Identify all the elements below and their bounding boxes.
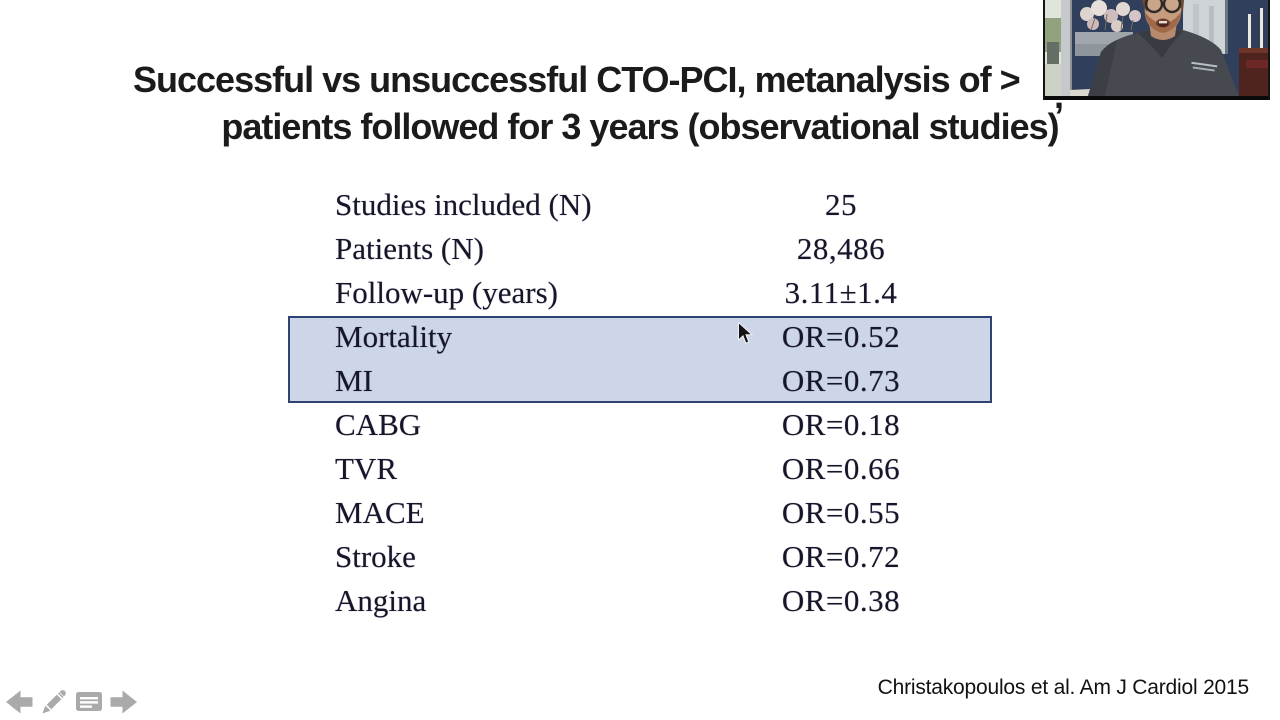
row-value: 25 bbox=[825, 187, 857, 222]
table-row: MACE OR=0.55 bbox=[335, 491, 995, 535]
highlight-box bbox=[288, 316, 992, 403]
row-label: MI bbox=[335, 363, 373, 398]
table-row-highlighted: Mortality OR=0.52 bbox=[335, 315, 995, 359]
row-label: Angina bbox=[335, 583, 427, 618]
row-label: Patients (N) bbox=[335, 231, 484, 266]
row-label: CABG bbox=[335, 407, 422, 442]
results-table: Studies included (N) 25 Patients (N) 28,48… bbox=[335, 183, 995, 623]
row-value: OR=0.38 bbox=[781, 583, 901, 618]
citation-text: Christakopoulos et al. Am J Cardiol 2015 bbox=[877, 676, 1250, 699]
table-row: Stroke OR=0.72 bbox=[335, 535, 995, 579]
row-value: 28,486 bbox=[796, 231, 886, 266]
row-label: Mortality bbox=[335, 319, 453, 354]
row-value: OR=0.55 bbox=[781, 495, 901, 530]
row-label: Stroke bbox=[335, 539, 416, 574]
row-label: Studies included (N) bbox=[335, 187, 592, 222]
row-label: TVR bbox=[335, 451, 397, 486]
previous-slide-arrow-icon[interactable] bbox=[4, 688, 34, 716]
table-row: Studies included (N) 25 bbox=[335, 183, 995, 227]
row-value: OR=0.66 bbox=[781, 451, 901, 486]
row-value: OR=0.52 bbox=[781, 319, 901, 354]
table-row: Follow-up (years) 3.11±1.4 bbox=[335, 271, 995, 315]
table-row: Patients (N) 28,486 bbox=[335, 227, 995, 271]
row-value: OR=0.18 bbox=[781, 407, 901, 442]
row-value: 3.11±1.4 bbox=[784, 275, 898, 310]
presenter-webcam-video[interactable] bbox=[1043, 0, 1270, 100]
row-label: Follow-up (years) bbox=[335, 275, 558, 310]
table-row: CABG OR=0.18 bbox=[335, 403, 995, 447]
table-row: TVR OR=0.66 bbox=[335, 447, 995, 491]
slide-title-line2: patients followed for 3 years (observati… bbox=[221, 106, 1059, 147]
slide-title-line1: Successful vs unsuccessful CTO-PCI, meta… bbox=[133, 59, 1021, 100]
next-slide-arrow-icon[interactable] bbox=[109, 688, 139, 716]
row-value: OR=0.73 bbox=[781, 363, 901, 398]
row-value: OR=0.72 bbox=[781, 539, 901, 574]
dresser-decor bbox=[1239, 8, 1270, 96]
row-label: MACE bbox=[335, 495, 425, 530]
table-row-highlighted: MI OR=0.73 bbox=[335, 359, 995, 403]
mouse-cursor bbox=[737, 321, 754, 351]
presenter-figure bbox=[1088, 0, 1239, 97]
table-row: Angina OR=0.38 bbox=[335, 579, 995, 623]
pen-icon[interactable] bbox=[39, 688, 69, 716]
annotations-icon[interactable] bbox=[74, 688, 104, 716]
presenter-toolbar bbox=[4, 688, 139, 716]
